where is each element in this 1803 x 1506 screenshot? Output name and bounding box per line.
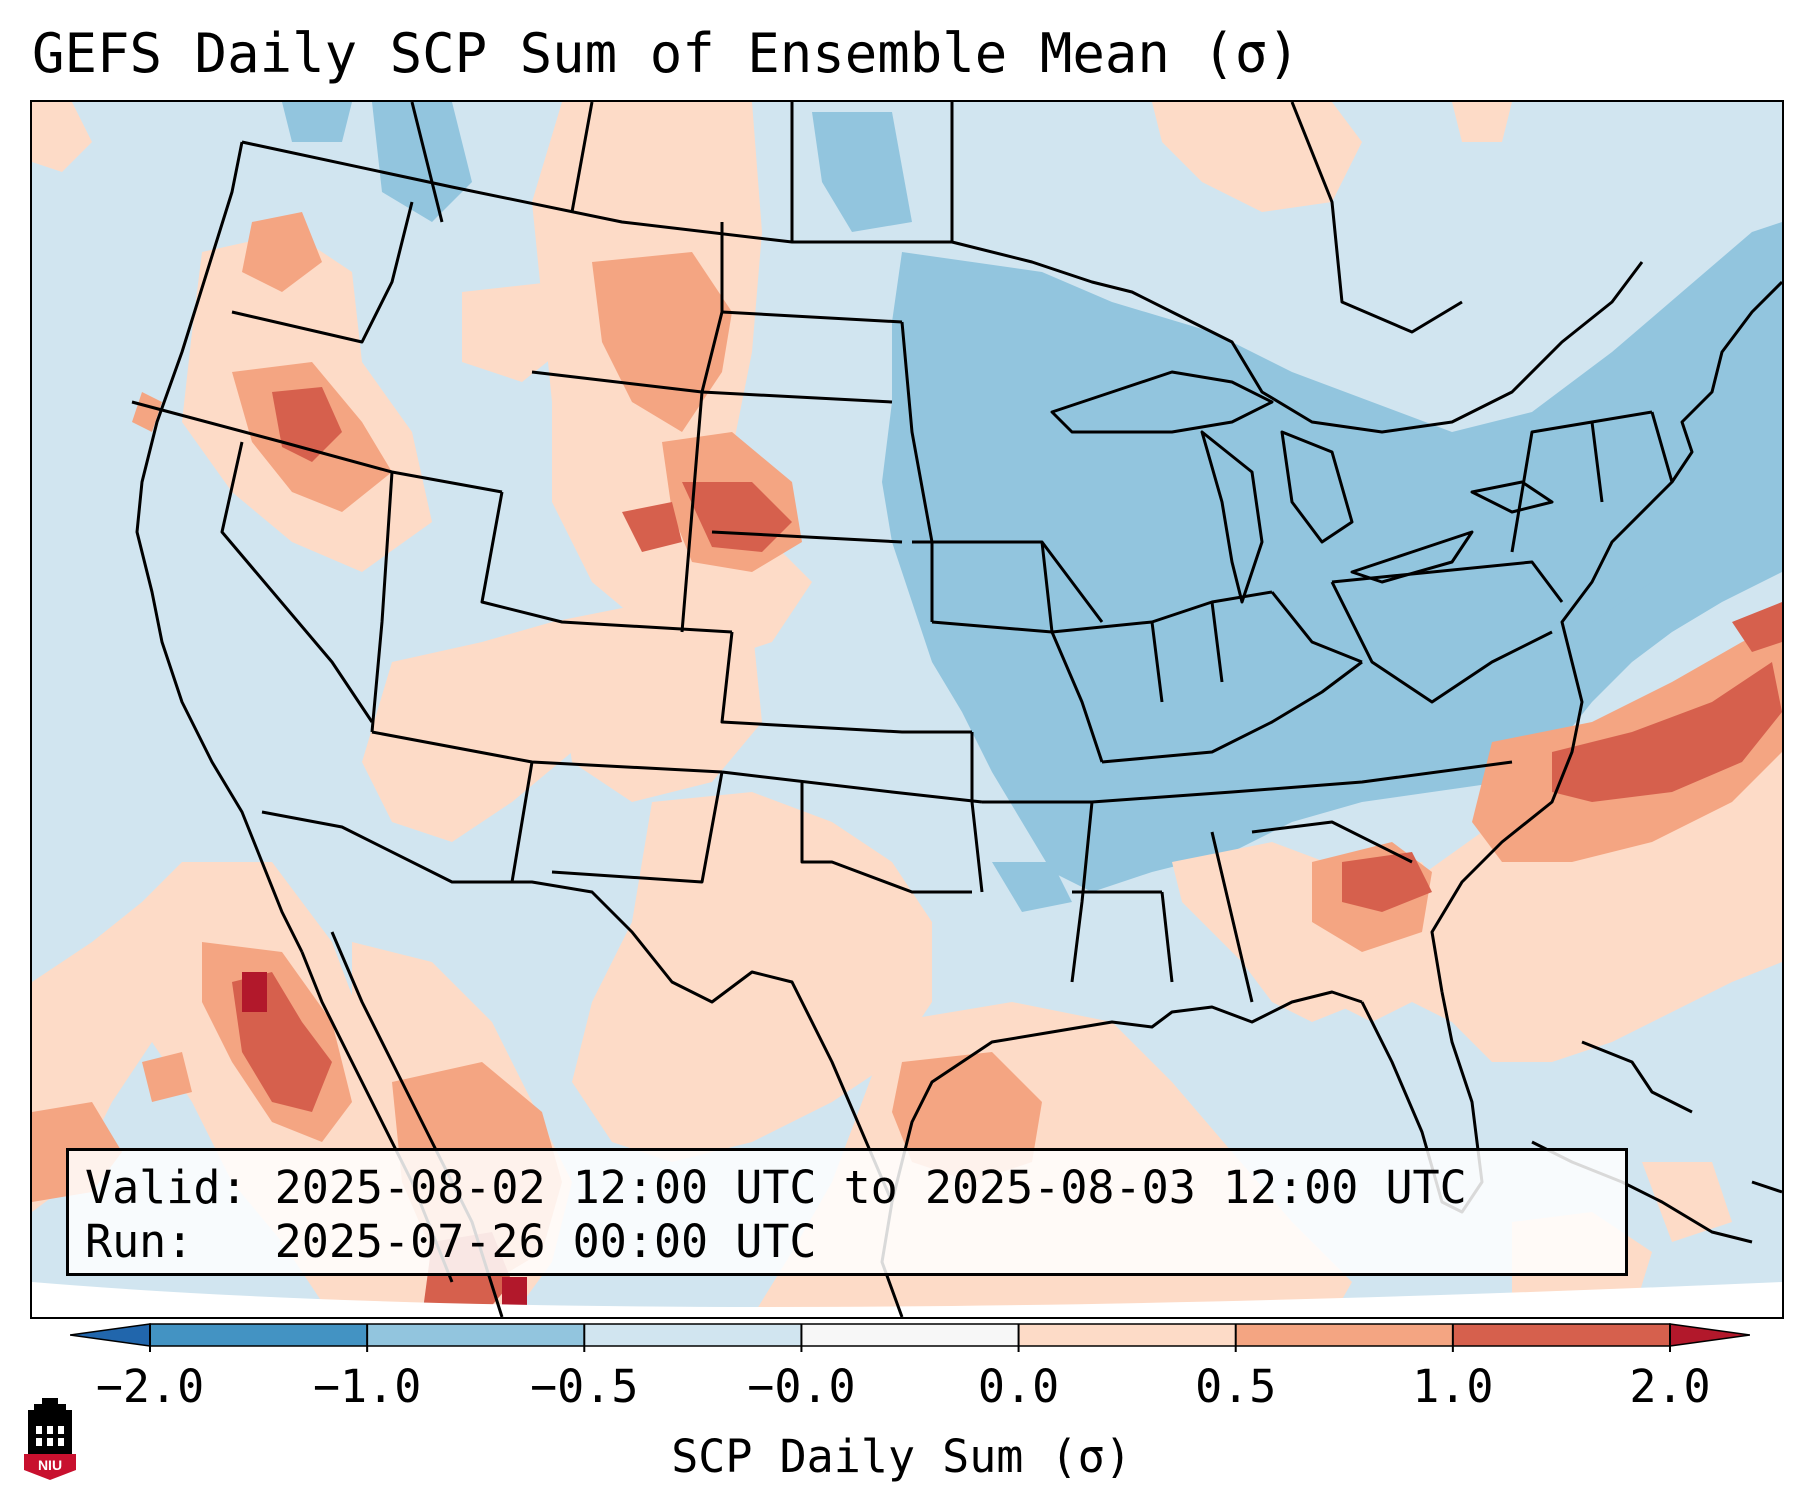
colorbar-tick-label: 2.0	[1629, 1360, 1711, 1413]
colorbar-tick-label: −0.0	[747, 1360, 856, 1413]
colorbar-bin	[1018, 1324, 1237, 1346]
colorbar-bin	[1452, 1324, 1671, 1346]
chart-title: GEFS Daily SCP Sum of Ensemble Mean (σ)	[32, 22, 1300, 85]
colorbar-tick-label: 0.0	[977, 1360, 1060, 1413]
valid-label: Valid:	[85, 1161, 248, 1214]
colorbar-bin	[801, 1324, 1020, 1346]
colorbar-bins	[70, 1323, 1750, 1347]
colorbar-bin	[1235, 1324, 1454, 1346]
colorbar-ticks	[149, 1324, 1671, 1352]
valid-line: Valid: 2025-08-02 12:00 UTC to 2025-08-0…	[85, 1161, 1467, 1214]
run-label: Run:	[85, 1215, 194, 1268]
niu-logo: NIU	[24, 1398, 76, 1480]
colorbar-tick-label: 0.5	[1195, 1360, 1277, 1413]
colorbar-tick-label: −2.0	[95, 1360, 205, 1413]
colorbar-label: SCP Daily Sum (σ)	[671, 1430, 1132, 1483]
colorbar-tick-label: −0.5	[530, 1360, 639, 1413]
run-value: 2025-07-26 00:00 UTC	[274, 1215, 817, 1268]
run-line: Run: 2025-07-26 00:00 UTC	[85, 1215, 817, 1268]
colorbar	[70, 1323, 1750, 1352]
colorbar-extend-high	[1669, 1323, 1750, 1347]
below-mean-regions	[282, 102, 1782, 912]
valid-run-info-box: Valid: 2025-08-02 12:00 UTC to 2025-08-0…	[66, 1148, 1628, 1276]
colorbar-tick-label: −1.0	[312, 1360, 422, 1413]
colorbar-bin	[367, 1324, 585, 1346]
map-panel	[30, 100, 1784, 1319]
boundaries	[131, 102, 1782, 1317]
valid-value: 2025-08-02 12:00 UTC to 2025-08-03 12:00…	[274, 1161, 1467, 1214]
extreme-cells	[242, 972, 527, 1307]
colorbar-bin	[584, 1324, 802, 1346]
logo-text: NIU	[38, 1457, 62, 1473]
colorbar-tick-label: 1.0	[1412, 1360, 1494, 1413]
scp-map	[32, 102, 1782, 1317]
projection-edge	[32, 1282, 1782, 1317]
colorbar-bin	[150, 1324, 368, 1346]
colorbar-extend-low	[70, 1323, 151, 1347]
